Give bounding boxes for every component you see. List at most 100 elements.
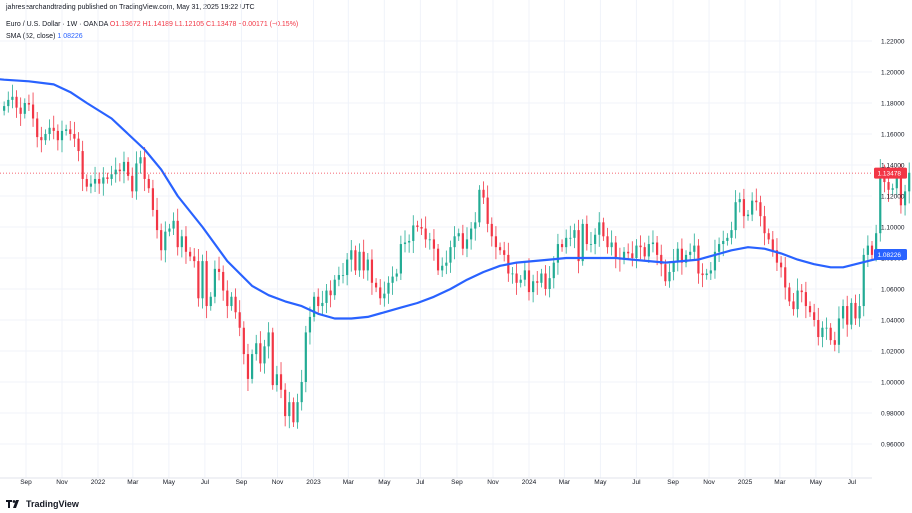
candle-body (102, 177, 105, 184)
y-tick-label: 0.98000 (881, 411, 905, 418)
symbol-legend[interactable]: Euro / U.S. Dollar · 1W · OANDA O1.13672… (6, 21, 298, 28)
candle-body (751, 200, 754, 215)
candle-body (738, 199, 741, 203)
x-tick-label: Sep (451, 479, 463, 486)
candle-body (746, 214, 750, 217)
candle-body (374, 282, 378, 288)
candle-body (482, 189, 485, 198)
sma-legend[interactable]: SMA (52, close) 1.08226 (6, 33, 83, 40)
candle-body (48, 127, 51, 134)
candle-body (321, 302, 324, 307)
candle-body (234, 296, 237, 313)
candle-body (23, 103, 26, 114)
candle-body (862, 254, 865, 307)
candle-body (717, 244, 721, 252)
candle-body (370, 259, 374, 283)
candle-body (759, 202, 762, 217)
candle-body (680, 248, 683, 263)
candle-body (222, 271, 225, 291)
price-axis: 1.22000 1.20000 1.18000 1.16000 1.14000 1.120… (881, 39, 905, 449)
candle-body (325, 290, 328, 303)
candle-body (337, 275, 340, 280)
candle-body (19, 107, 22, 114)
candle-body (31, 104, 35, 119)
candle-body (709, 270, 712, 274)
x-tick-label: 2025 (738, 479, 753, 486)
candle-body (647, 244, 650, 257)
candle-body (73, 134, 76, 139)
x-tick-label: 2024 (522, 479, 537, 486)
candle-body (800, 290, 803, 293)
candle-body (527, 270, 531, 293)
x-tick-label: May (378, 479, 391, 486)
sma-value: 1.08226 (57, 33, 83, 40)
candle-body (424, 228, 427, 240)
candle-body (428, 239, 431, 241)
x-tick-label: Mar (343, 479, 355, 486)
candle-body (850, 302, 853, 325)
candle-body (432, 239, 436, 249)
candle-body (606, 236, 609, 248)
footer-brand[interactable]: TradingView (6, 499, 79, 509)
candle-body (870, 245, 874, 255)
y-tick-label: 1.22000 (881, 39, 905, 46)
x-tick-label: Sep (667, 479, 679, 486)
candle-body (457, 233, 460, 237)
candle-body (60, 130, 64, 141)
candle-body (81, 151, 84, 179)
candle-body (808, 306, 812, 313)
candle-body (205, 261, 208, 307)
candle-body (341, 275, 345, 276)
candle-body (474, 222, 477, 229)
candle-body (271, 332, 274, 386)
candle-body (56, 130, 59, 141)
candle-body (383, 293, 386, 299)
candle-body (532, 281, 535, 293)
candle-body (172, 220, 175, 229)
candle-body (155, 209, 159, 231)
candle-body (180, 236, 183, 248)
x-tick-label: May (594, 479, 607, 486)
candle-body (160, 230, 163, 251)
candle-body (589, 244, 593, 245)
candle-body (846, 306, 849, 325)
candle-body (284, 389, 287, 417)
candle-body (763, 216, 766, 234)
candle-body (804, 292, 807, 307)
candle-body (903, 191, 907, 206)
candle-body (701, 273, 704, 276)
sma-price-tag: 1.08226 (878, 252, 902, 259)
candle-body (689, 251, 692, 255)
candle-body (486, 197, 489, 224)
candle-body (242, 327, 245, 355)
candle-body (610, 242, 613, 248)
time-axis: Sep Nov 2022 Mar May Jul Sep Nov 2023 Mar May Jul Se… (20, 479, 856, 486)
candle-body (346, 259, 349, 276)
candle-body (627, 251, 630, 254)
candle-body (189, 251, 192, 257)
candle-body (635, 245, 638, 258)
candle-body (230, 296, 233, 307)
candle-body (416, 225, 419, 227)
candle-body (494, 236, 498, 248)
candle-body (292, 402, 295, 423)
candle-body (139, 157, 142, 164)
candle-body (304, 332, 307, 382)
last-price-tag: 1.13478 (878, 171, 902, 178)
candle-body (441, 265, 444, 271)
candle-body (69, 129, 72, 134)
candle-body (77, 138, 80, 152)
candle-body (895, 175, 898, 189)
candle-body (255, 343, 258, 355)
candle-body (577, 230, 580, 262)
candle-body (829, 327, 832, 341)
candle-body (837, 318, 841, 345)
x-tick-label: Mar (774, 479, 786, 486)
candle-body (556, 244, 560, 263)
y-tick-label: 1.06000 (881, 287, 905, 294)
y-tick-label: 0.96000 (881, 442, 905, 449)
candle-body (755, 200, 758, 203)
candle-body (391, 276, 394, 283)
candle-body (358, 251, 361, 271)
